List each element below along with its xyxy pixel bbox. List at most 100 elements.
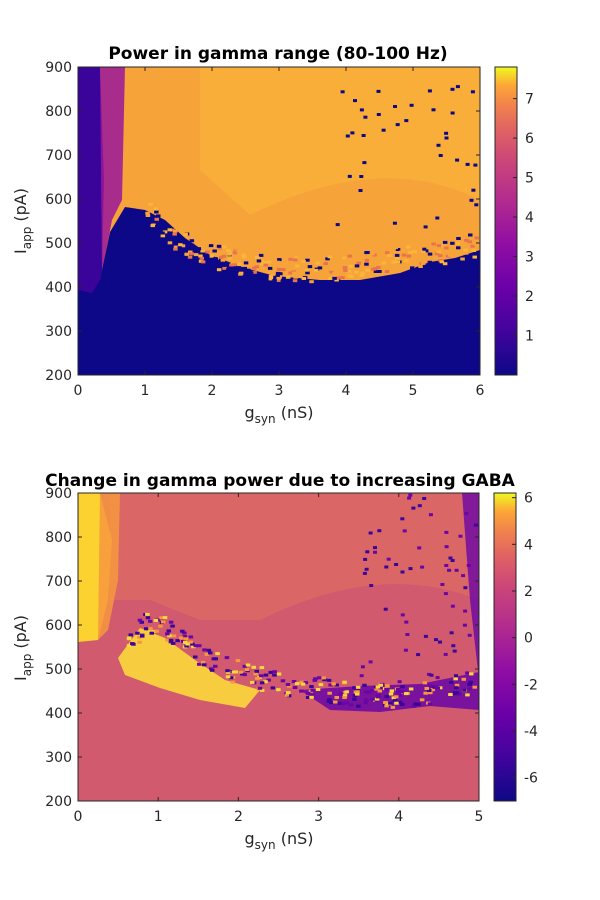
noise-pixel: [370, 252, 375, 256]
noise-pixel: [189, 252, 194, 256]
noise-pixel: [304, 268, 310, 272]
noise-pixel: [160, 620, 166, 624]
noise-pixel: [189, 239, 195, 243]
noise-pixel: [450, 604, 455, 608]
noise-pixel: [263, 680, 268, 684]
noise-pixel: [383, 607, 388, 611]
noise-pixel: [208, 244, 214, 248]
noise-pixel: [272, 673, 277, 677]
noise-pixel: [170, 228, 175, 232]
noise-pixel: [355, 692, 360, 696]
noise-pixel: [251, 665, 256, 669]
noise-pixel: [154, 629, 160, 633]
noise-pixel: [365, 550, 370, 554]
noise-pixel: [354, 264, 360, 268]
noise-pixel: [329, 270, 334, 274]
noise-pixel: [469, 672, 474, 676]
colorbar-tick-label: 7: [525, 92, 534, 108]
noise-pixel: [370, 259, 375, 263]
noise-pixel: [193, 655, 198, 659]
noise-pixel: [185, 642, 190, 646]
noise-pixel: [301, 277, 307, 280]
noise-pixel: [473, 163, 478, 167]
noise-pixel: [468, 680, 473, 684]
colorbar-ticks: -6 -4 -2 0 2 4 6: [512, 491, 538, 787]
noise-pixel: [471, 188, 476, 192]
noise-pixel: [400, 685, 405, 689]
noise-pixel: [472, 685, 477, 689]
noise-pixel: [242, 255, 247, 259]
noise-pixel: [427, 252, 433, 256]
y-axis-label: Iapp (pA): [11, 615, 34, 681]
noise-pixel: [225, 669, 230, 673]
noise-pixel: [259, 666, 265, 670]
noise-pixel: [366, 690, 372, 694]
noise-pixel: [450, 559, 455, 562]
noise-pixel: [458, 534, 463, 538]
noise-pixel: [153, 619, 159, 622]
noise-pixel: [383, 701, 388, 704]
noise-pixel: [384, 270, 390, 273]
colorbar-gradient: [494, 66, 518, 376]
noise-pixel: [145, 214, 151, 217]
noise-pixel: [154, 210, 159, 214]
noise-pixel: [315, 261, 320, 265]
noise-pixel: [200, 249, 205, 253]
noise-pixel: [439, 260, 445, 264]
colorbar-tick-label: 2: [524, 584, 533, 600]
noise-pixel: [259, 688, 265, 692]
noise-pixel: [276, 672, 282, 676]
noise-pixel: [145, 211, 150, 215]
noise-pixel: [343, 269, 348, 273]
noise-pixel: [335, 223, 340, 227]
noise-pixel: [270, 686, 276, 690]
y-tick-label: 500: [45, 662, 72, 678]
noise-pixel: [453, 677, 458, 681]
heatmap-boundary-band: [118, 628, 260, 708]
noise-pixel: [126, 644, 132, 647]
heatmap-upper-region: [110, 493, 479, 620]
noise-pixel: [248, 259, 253, 263]
noise-pixel: [183, 232, 188, 236]
noise-pixel: [420, 253, 425, 257]
noise-pixel: [182, 635, 188, 638]
noise-pixel: [347, 174, 352, 178]
noise-pixel: [342, 266, 348, 270]
noise-pixel: [404, 620, 409, 624]
noise-pixel: [408, 493, 413, 497]
noise-pixel: [376, 113, 381, 116]
noise-pixel: [411, 506, 416, 510]
noise-pixel: [275, 274, 280, 278]
panel-gamma-power: Power in gamma range (80-100 Hz) 0 1 2 3 4 5 6…: [11, 44, 534, 426]
noise-pixel: [340, 90, 345, 94]
noise-pixel: [232, 263, 237, 267]
noise-pixel: [227, 256, 233, 260]
noise-pixel: [276, 279, 281, 282]
noise-pixel: [408, 687, 414, 691]
noise-pixel: [145, 616, 151, 620]
noise-pixel: [344, 690, 349, 694]
noise-pixel: [159, 616, 164, 620]
x-tick-label: 0: [74, 383, 83, 399]
noise-pixel: [232, 251, 238, 255]
noise-pixel: [292, 279, 298, 283]
chart-title: Change in gamma power due to increasing …: [45, 471, 516, 491]
noise-pixel: [168, 638, 174, 642]
colorbar-tick-label: -2: [524, 677, 538, 693]
noise-pixel: [144, 627, 149, 631]
noise-pixel: [465, 693, 470, 697]
noise-pixel: [465, 162, 470, 166]
noise-pixel: [130, 642, 135, 646]
noise-pixel: [427, 702, 433, 706]
noise-pixel: [137, 635, 142, 639]
noise-pixel: [408, 250, 413, 254]
noise-pixel: [205, 248, 211, 252]
noise-pixel: [466, 564, 471, 567]
noise-pixel: [448, 556, 453, 560]
boundary-noise: [126, 493, 478, 709]
noise-pixel: [360, 665, 365, 669]
noise-pixel: [427, 260, 433, 264]
noise-pixel: [244, 668, 250, 672]
noise-pixel: [463, 586, 468, 590]
noise-pixel: [210, 668, 215, 672]
